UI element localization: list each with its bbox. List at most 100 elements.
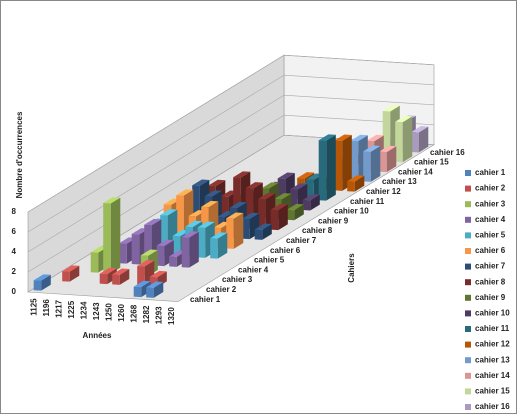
x-tick-label: 1196 xyxy=(42,299,51,317)
z-tick-label: cahier 9 xyxy=(318,216,349,225)
bar-front xyxy=(33,280,42,291)
y-tick-label: 8 xyxy=(12,207,17,216)
bar-top xyxy=(181,231,199,238)
legend-label: cahier 10 xyxy=(475,309,510,318)
z-tick-label: cahier 6 xyxy=(270,246,301,255)
y-tick-label: 0 xyxy=(12,287,17,296)
legend-label: cahier 2 xyxy=(475,184,506,193)
bar-front xyxy=(258,198,266,230)
bar xyxy=(318,134,336,201)
bar-top xyxy=(140,249,158,256)
bar-top xyxy=(233,171,251,178)
bar-top xyxy=(192,179,210,186)
bar-front xyxy=(302,200,311,211)
bar-side xyxy=(418,126,429,153)
z-tick-label: cahier 4 xyxy=(238,265,269,274)
legend-swatch xyxy=(465,372,471,379)
bar-side xyxy=(370,146,381,182)
legend-label: cahier 15 xyxy=(475,387,510,396)
bar-top xyxy=(318,134,336,141)
bar-top xyxy=(274,193,292,200)
bar-side xyxy=(233,213,244,249)
bar xyxy=(133,280,151,298)
legend-swatch xyxy=(465,310,471,317)
z-tick-label: cahier 11 xyxy=(350,197,385,206)
bar-top xyxy=(201,200,219,208)
bar-front xyxy=(119,243,127,264)
bar xyxy=(347,175,365,192)
z-tick-label: cahier 16 xyxy=(430,148,465,157)
z-tick-label: cahier 8 xyxy=(302,226,333,235)
bar-side xyxy=(354,175,365,192)
bar-top xyxy=(133,280,151,288)
bar-front xyxy=(99,273,108,285)
x-axis-title: Années xyxy=(83,331,112,340)
bar xyxy=(379,145,397,173)
bar-top xyxy=(176,189,194,196)
bar-top xyxy=(149,270,167,278)
bar-side xyxy=(342,135,352,191)
legend-swatch xyxy=(465,248,471,254)
legend-label: cahier 14 xyxy=(475,371,510,380)
bar-side xyxy=(402,116,413,163)
bar xyxy=(103,197,121,274)
bar-top xyxy=(347,175,365,182)
bar-top xyxy=(290,183,308,190)
bar-side xyxy=(326,134,336,201)
bar-top xyxy=(197,221,215,228)
bar-front xyxy=(286,209,295,221)
y-tick-label: 6 xyxy=(12,227,17,236)
bar-side xyxy=(217,232,228,259)
bar-front xyxy=(318,140,327,201)
bar-top xyxy=(382,105,400,112)
bar-front xyxy=(133,286,142,298)
bar xyxy=(62,265,80,282)
grid-line xyxy=(27,74,435,233)
bar-front xyxy=(112,274,120,285)
x-tick-label: 1320 xyxy=(167,307,176,325)
bar-top xyxy=(302,194,320,201)
bar xyxy=(210,232,228,259)
legend-swatch xyxy=(465,201,471,208)
bar-front xyxy=(270,209,279,231)
z-tick-label: cahier 10 xyxy=(334,207,369,216)
x-tick-label: 1268 xyxy=(129,304,138,322)
bar-front xyxy=(169,256,177,267)
z-tick-label: cahier 1 xyxy=(190,295,221,304)
legend-swatch xyxy=(465,294,471,301)
bar-top xyxy=(103,197,121,204)
bar-front xyxy=(395,121,403,163)
legend-swatch xyxy=(465,326,471,332)
z-tick-label: cahier 3 xyxy=(222,275,253,284)
bar-side xyxy=(110,197,121,274)
legend-label: cahier 12 xyxy=(475,340,510,349)
legend-label: cahier 4 xyxy=(475,215,506,224)
bar-top xyxy=(366,134,384,142)
bar-front xyxy=(131,234,140,265)
y-tick-label: 2 xyxy=(12,267,17,276)
bar-side xyxy=(141,281,151,298)
bar-top xyxy=(270,203,288,211)
bar-top xyxy=(185,220,203,228)
z-tick-label: cahier 15 xyxy=(414,158,449,167)
bar xyxy=(270,203,288,231)
bar-front xyxy=(411,132,419,153)
legend-label: cahier 1 xyxy=(475,168,506,177)
bar xyxy=(181,231,199,268)
legend-swatch xyxy=(465,279,471,286)
legend-swatch xyxy=(465,185,471,192)
bar-front xyxy=(103,203,111,274)
bar-top xyxy=(411,126,429,133)
x-tick-label: 1243 xyxy=(92,302,101,320)
z-tick-label: cahier 5 xyxy=(254,256,285,265)
legend-label: cahier 6 xyxy=(475,246,506,255)
bar xyxy=(99,267,117,285)
legend-swatch xyxy=(465,170,471,176)
bar-front xyxy=(379,151,387,173)
bar-top xyxy=(208,179,226,187)
bar xyxy=(363,145,381,182)
bar-side xyxy=(278,204,288,231)
bar-side xyxy=(107,268,117,285)
bar xyxy=(33,274,51,291)
